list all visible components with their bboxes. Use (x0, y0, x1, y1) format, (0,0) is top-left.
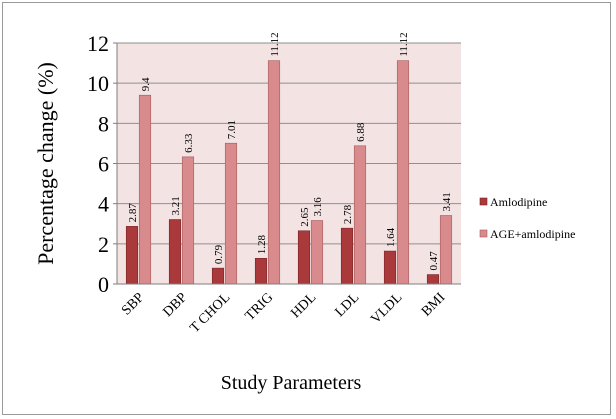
data-label-age-amlodipine-dbp: 6.33 (183, 133, 195, 153)
data-label-age-amlodipine-vldl: 11.12 (398, 32, 410, 56)
x-tick-sbp: SBP (119, 290, 147, 318)
data-label-amlodipine-bmi: 0.47 (428, 251, 440, 271)
data-label-amlodipine-vldl: 1.64 (385, 227, 397, 247)
bar-amlodipine-trig (254, 257, 268, 285)
x-tick-hdl: HDL (288, 290, 319, 321)
bar-amlodipine-dbp (168, 219, 182, 285)
y-tick-2: 2 (98, 232, 109, 257)
bar-age-amlodipine-t-chol (224, 142, 238, 285)
legend-label-amlodipine: Amlodipine (490, 195, 547, 209)
bar-amlodipine-bmi (426, 274, 440, 285)
data-label-amlodipine-hdl: 2.65 (299, 207, 311, 227)
data-label-age-amlodipine-t-chol: 7.01 (226, 120, 238, 139)
bar-age-amlodipine-ldl (353, 145, 367, 285)
bar-age-amlodipine-hdl (310, 220, 324, 285)
data-labels: 2.87 9.4 3.21 6.33 0.79 7.01 1.28 11.12 2.653.16… (127, 32, 453, 270)
bar-amlodipine-ldl (340, 227, 354, 285)
y-tick-6: 6 (98, 152, 109, 177)
data-label-amlodipine-sbp: 2.87 (127, 203, 139, 223)
y-tick-12: 12 (87, 31, 109, 56)
x-tick-dbp: DBP (160, 290, 190, 320)
x-tick-t-chol: T CHOL (187, 290, 233, 336)
data-label-age-amlodipine-bmi: 3.41 (441, 192, 453, 211)
x-tick-bmi: BMI (419, 290, 449, 320)
y-tick-8: 8 (98, 111, 109, 136)
data-label-age-amlodipine-hdl: 3.16 (312, 197, 324, 217)
data-label-age-amlodipine-ldl: 6.88 (355, 122, 367, 142)
data-label-amlodipine-dbp: 3.21 (170, 196, 182, 215)
bar-amlodipine-hdl (297, 230, 311, 285)
data-label-amlodipine-ldl: 2.78 (342, 204, 354, 224)
bar-age-amlodipine-vldl (396, 60, 410, 285)
bar-age-amlodipine-dbp (181, 156, 195, 285)
legend-label-age-amlodipine: AGE+amlodipine (490, 227, 575, 241)
data-label-amlodipine-t-chol: 0.79 (213, 244, 225, 264)
legend: Amlodipine AGE+amlodipine (479, 195, 575, 241)
bar-amlodipine-t-chol (211, 267, 225, 285)
chart-frame: 2.87 9.4 3.21 6.33 0.79 7.01 1.28 11.12 2.65 3.16… (2, 2, 611, 415)
x-tick-trig: TRIG (243, 290, 277, 324)
x-tick-vldl: VLDL (368, 290, 405, 327)
x-axis-title: Study Parameters (221, 372, 362, 394)
legend-swatch-amlodipine (479, 197, 488, 206)
bar-age-amlodipine-trig (267, 60, 281, 285)
x-tick-ldl: LDL (332, 290, 362, 320)
bar-amlodipine-sbp (125, 226, 139, 285)
y-tick-labels: 0 2 4 6 8 10 12 (87, 31, 117, 297)
data-label-age-amlodipine-trig: 11.12 (269, 32, 281, 56)
y-axis-title: Percentage change (%) (33, 62, 58, 265)
bar-chart: 2.87 9.4 3.21 6.33 0.79 7.01 1.28 11.12 2.653.16… (33, 31, 575, 394)
bar-amlodipine-vldl (383, 250, 397, 285)
data-label-amlodipine-trig: 1.28 (256, 235, 268, 255)
y-tick-4: 4 (98, 192, 109, 217)
bar-age-amlodipine-sbp (138, 94, 152, 285)
bar-age-amlodipine-bmi (439, 215, 453, 285)
bars (125, 60, 453, 285)
y-tick-10: 10 (87, 71, 109, 96)
legend-swatch-age-amlodipine (479, 229, 488, 238)
y-tick-0: 0 (98, 272, 109, 297)
data-label-age-amlodipine-sbp: 9.4 (140, 77, 152, 91)
